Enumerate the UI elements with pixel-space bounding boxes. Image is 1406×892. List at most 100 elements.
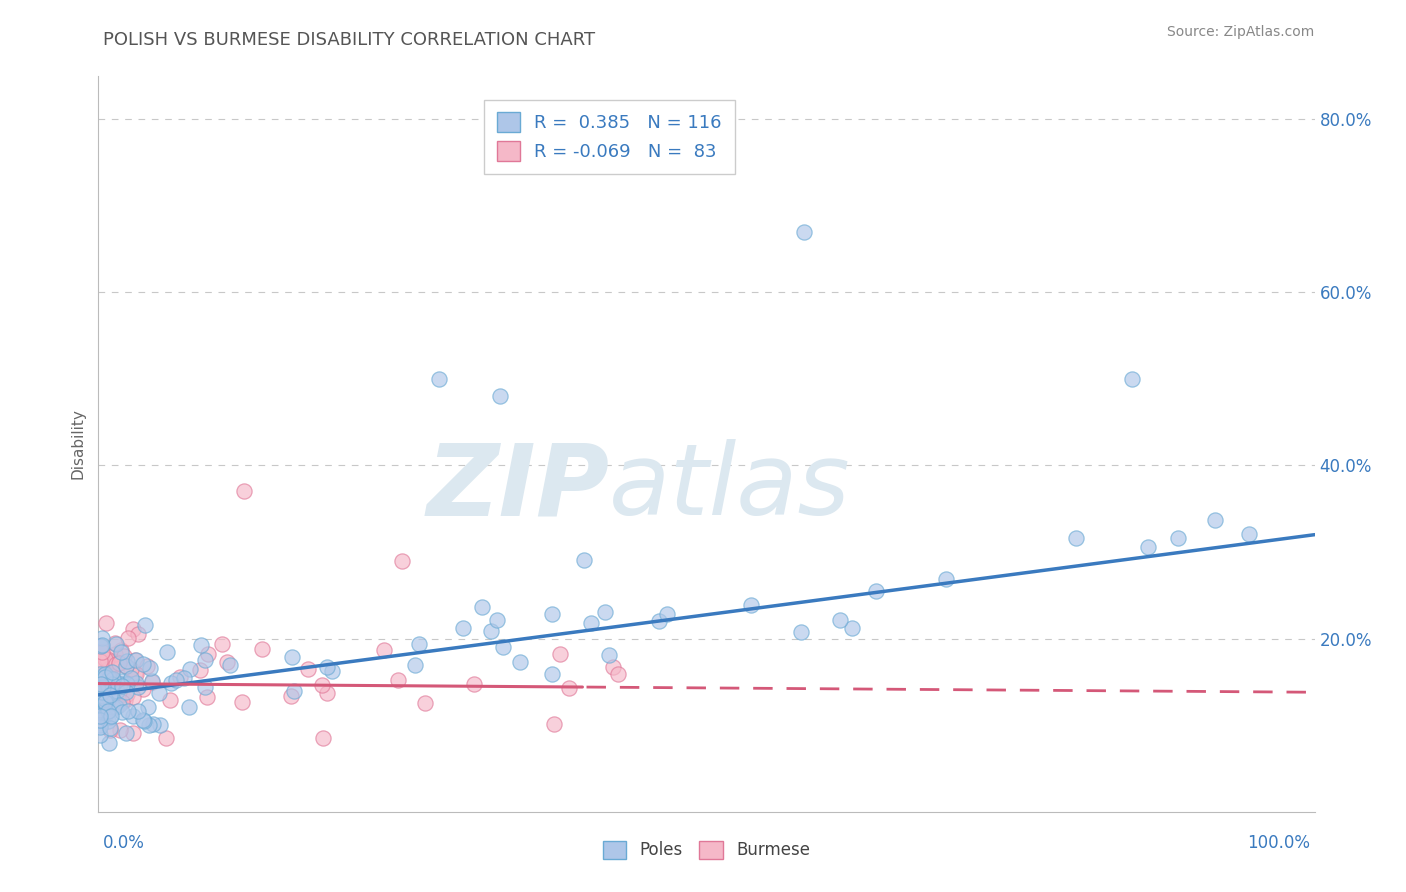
Point xyxy=(105,684,128,698)
Point xyxy=(104,654,127,668)
Point xyxy=(111,705,134,719)
Point xyxy=(598,648,620,663)
Point xyxy=(316,686,339,700)
Point xyxy=(108,656,131,670)
Point xyxy=(96,674,118,689)
Point xyxy=(413,696,436,710)
Point xyxy=(793,225,815,239)
Point xyxy=(219,658,242,673)
Point xyxy=(122,709,145,723)
Point xyxy=(117,631,139,645)
Point xyxy=(103,660,125,674)
Point xyxy=(98,689,121,703)
Point xyxy=(280,690,302,704)
Point xyxy=(548,647,571,661)
Point xyxy=(297,662,319,676)
Point xyxy=(120,671,142,685)
Point xyxy=(100,682,122,697)
Point xyxy=(136,699,159,714)
Point xyxy=(124,666,146,681)
Point xyxy=(97,679,120,693)
Y-axis label: Disability: Disability xyxy=(70,409,86,479)
Point xyxy=(408,637,430,651)
Point xyxy=(114,649,136,664)
Point xyxy=(115,659,138,673)
Text: POLISH VS BURMESE DISABILITY CORRELATION CHART: POLISH VS BURMESE DISABILITY CORRELATION… xyxy=(103,31,595,49)
Point xyxy=(105,700,128,714)
Point xyxy=(111,679,134,693)
Point xyxy=(100,709,122,723)
Point xyxy=(1121,372,1143,386)
Point xyxy=(190,638,212,652)
Point xyxy=(89,652,111,666)
Point xyxy=(93,707,115,722)
Point xyxy=(486,613,509,627)
Point xyxy=(479,624,502,638)
Point xyxy=(233,484,256,499)
Text: atlas: atlas xyxy=(609,440,851,536)
Point xyxy=(89,694,111,708)
Point xyxy=(89,671,111,685)
Point xyxy=(110,688,132,702)
Point xyxy=(90,631,112,645)
Point xyxy=(574,553,596,567)
Point xyxy=(148,686,170,700)
Point xyxy=(131,682,153,697)
Point xyxy=(197,648,219,662)
Point xyxy=(96,652,118,666)
Point xyxy=(541,607,564,621)
Point xyxy=(188,663,211,677)
Point xyxy=(93,706,115,720)
Point xyxy=(89,667,111,681)
Point xyxy=(90,680,112,694)
Point xyxy=(110,674,132,689)
Point xyxy=(89,728,111,742)
Point xyxy=(90,693,112,707)
Point xyxy=(89,683,111,698)
Point xyxy=(127,704,149,718)
Point xyxy=(100,721,122,735)
Point xyxy=(125,676,148,690)
Point xyxy=(91,689,114,703)
Point xyxy=(101,699,124,714)
Point xyxy=(122,726,145,740)
Point xyxy=(97,681,120,696)
Point xyxy=(93,707,115,722)
Point xyxy=(115,726,138,740)
Point xyxy=(94,615,117,630)
Point xyxy=(935,572,957,586)
Point xyxy=(141,675,163,690)
Text: 0.0%: 0.0% xyxy=(103,834,145,852)
Point xyxy=(471,599,494,614)
Point xyxy=(315,659,337,673)
Legend: R =  0.385   N = 116, R = -0.069   N =  83: R = 0.385 N = 116, R = -0.069 N = 83 xyxy=(484,100,734,174)
Point xyxy=(488,389,510,403)
Point xyxy=(94,666,117,681)
Point xyxy=(132,657,155,671)
Point xyxy=(120,663,142,677)
Point xyxy=(179,663,201,677)
Point xyxy=(93,695,115,709)
Point xyxy=(91,688,114,702)
Point xyxy=(509,655,531,669)
Point xyxy=(94,670,117,684)
Point xyxy=(740,598,762,612)
Point xyxy=(211,637,233,651)
Point xyxy=(789,625,811,640)
Point xyxy=(194,680,217,694)
Point xyxy=(91,638,114,652)
Point xyxy=(169,670,191,684)
Point xyxy=(558,681,581,696)
Point xyxy=(105,690,128,704)
Point xyxy=(93,696,115,710)
Point xyxy=(101,677,124,691)
Point xyxy=(280,650,302,665)
Point xyxy=(602,660,624,674)
Point xyxy=(101,654,124,668)
Point xyxy=(103,673,125,688)
Point xyxy=(89,708,111,723)
Point xyxy=(89,708,111,723)
Point xyxy=(89,688,111,702)
Point xyxy=(373,643,395,657)
Point xyxy=(96,714,118,729)
